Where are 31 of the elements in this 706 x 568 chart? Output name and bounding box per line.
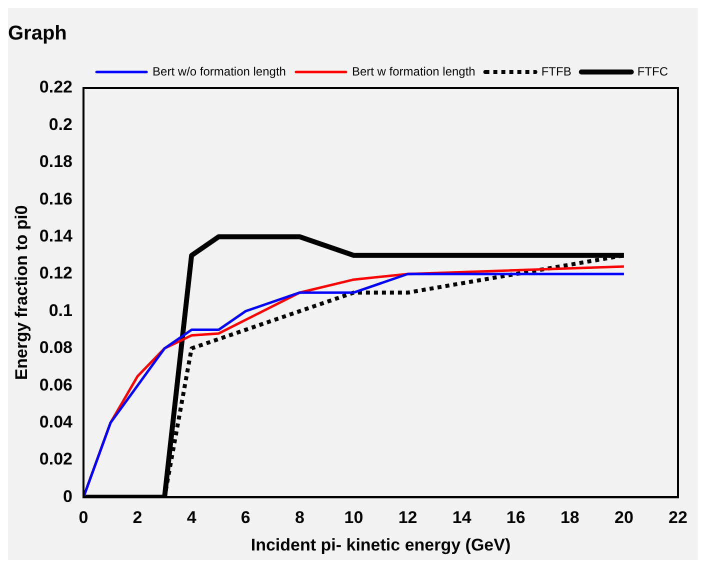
x-tick-label: 4 (186, 508, 197, 528)
y-tick-label: 0.14 (39, 226, 74, 246)
legend-label: Bert w/o formation length (152, 64, 286, 78)
y-tick-label: 0.02 (39, 450, 72, 469)
chart-title: Graph (8, 22, 67, 45)
x-tick-label: 14 (452, 508, 472, 528)
y-tick-label: 0.18 (39, 152, 72, 172)
y-tick-label: 0 (63, 486, 72, 506)
y-tick-label: 0.2 (48, 114, 72, 134)
x-tick-label: 8 (294, 508, 304, 528)
x-tick-label: 10 (344, 508, 364, 528)
y-tick-label: 0.04 (39, 412, 74, 432)
legend-label: Bert w formation length (352, 64, 476, 78)
x-tick-label: 18 (560, 508, 580, 528)
legend-label: FTFB (541, 64, 572, 78)
x-tick-label: 0 (78, 508, 88, 528)
x-tick-label: 22 (668, 508, 688, 528)
x-tick-label: 2 (132, 508, 142, 528)
x-tick-label: 16 (506, 508, 526, 528)
y-tick-label: 0.22 (39, 78, 72, 97)
x-tick-label: 6 (240, 508, 250, 528)
x-tick-label: 20 (614, 508, 634, 528)
y-axis-title: Energy fraction to pi0 (12, 205, 31, 380)
y-tick-label: 0.06 (39, 375, 72, 394)
legend-label: FTFC (637, 64, 668, 78)
y-tick-label: 0.1 (48, 300, 72, 320)
y-tick-label: 0.08 (39, 338, 72, 358)
x-tick-label: 12 (398, 508, 418, 528)
x-axis-title: Incident pi- kinetic energy (GeV) (250, 535, 511, 554)
y-tick-label: 0.12 (39, 264, 72, 283)
y-tick-label: 0.16 (39, 189, 72, 208)
